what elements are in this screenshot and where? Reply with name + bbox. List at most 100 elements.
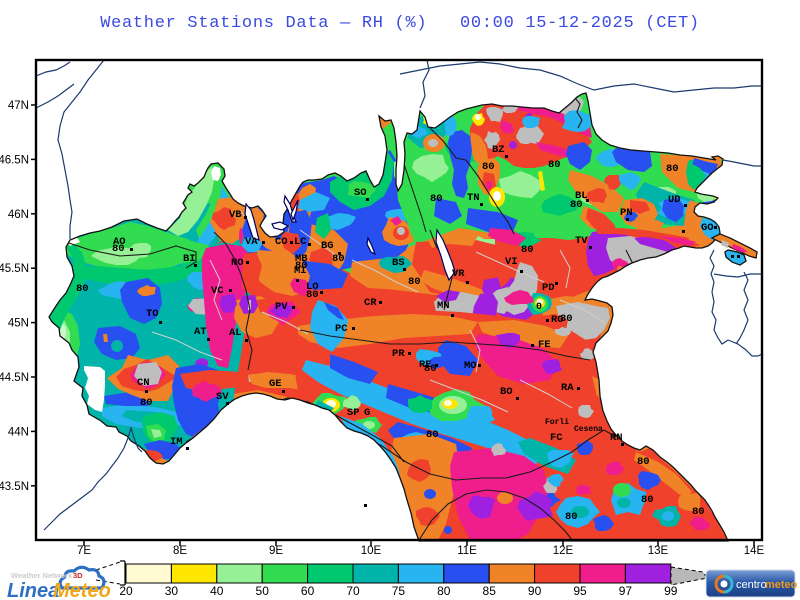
svg-text:80: 80: [295, 260, 308, 272]
svg-text:80: 80: [437, 584, 451, 598]
svg-text:14E: 14E: [744, 545, 765, 557]
svg-text:80: 80: [666, 163, 679, 175]
svg-text:VI: VI: [505, 256, 518, 268]
svg-text:RN: RN: [610, 432, 623, 444]
svg-text:Weather Stations Data — RH (%): Weather Stations Data — RH (%) 00:00 15-…: [100, 14, 700, 33]
svg-text:centro: centro: [736, 579, 767, 591]
svg-text:50: 50: [256, 584, 270, 598]
svg-text:Linea: Linea: [7, 580, 59, 600]
svg-text:BI: BI: [183, 253, 196, 265]
svg-text:PN: PN: [620, 207, 633, 219]
svg-text:80: 80: [430, 193, 443, 205]
svg-text:44N: 44N: [8, 426, 29, 438]
svg-text:45N: 45N: [8, 318, 29, 330]
svg-text:8E: 8E: [173, 545, 187, 557]
svg-text:BG: BG: [321, 240, 334, 252]
svg-text:RE: RE: [419, 359, 432, 371]
svg-text:NO: NO: [231, 257, 244, 269]
svg-text:80: 80: [565, 511, 578, 523]
svg-text:GE: GE: [269, 378, 282, 390]
svg-text:Forli: Forli: [545, 418, 569, 427]
svg-text:80: 80: [408, 276, 421, 288]
svg-text:80: 80: [692, 506, 705, 518]
svg-text:CN: CN: [137, 377, 150, 389]
svg-text:PV: PV: [275, 301, 288, 313]
svg-text:VR: VR: [452, 268, 465, 280]
svg-text:80: 80: [560, 313, 573, 325]
svg-text:FE: FE: [538, 339, 551, 351]
svg-text:80: 80: [76, 283, 89, 295]
svg-text:80: 80: [112, 243, 125, 255]
svg-text:7E: 7E: [77, 545, 91, 557]
svg-text:95: 95: [573, 584, 587, 598]
svg-text:VB: VB: [229, 209, 242, 221]
svg-text:11E: 11E: [457, 545, 477, 557]
svg-text:SP: SP: [347, 407, 360, 419]
svg-text:GO: GO: [701, 222, 714, 234]
svg-text:TV: TV: [575, 235, 588, 247]
svg-text:46N: 46N: [8, 209, 29, 221]
svg-text:3D: 3D: [73, 571, 83, 580]
svg-text:LO: LO: [306, 281, 319, 293]
svg-text:BS: BS: [392, 257, 405, 269]
svg-text:13E: 13E: [648, 545, 669, 557]
svg-text:80: 80: [482, 161, 495, 173]
svg-text:IM: IM: [170, 436, 183, 448]
svg-text:80: 80: [637, 456, 650, 468]
svg-text:97: 97: [619, 584, 633, 598]
svg-text:40: 40: [210, 584, 224, 598]
svg-text:UD: UD: [668, 194, 681, 206]
svg-text:SO: SO: [354, 187, 367, 199]
svg-text:BL: BL: [575, 190, 588, 202]
svg-text:TN: TN: [467, 192, 480, 204]
svg-text:80: 80: [570, 199, 583, 211]
svg-text:10E: 10E: [361, 545, 382, 557]
svg-text:BO: BO: [500, 386, 513, 398]
svg-text:90: 90: [528, 584, 542, 598]
svg-text:CO: CO: [275, 236, 288, 248]
svg-text:70: 70: [346, 584, 360, 598]
svg-text:RO: RO: [551, 314, 564, 326]
svg-text:80: 80: [641, 494, 654, 506]
svg-text:VA: VA: [245, 236, 258, 248]
svg-text:AL: AL: [229, 327, 242, 339]
svg-text:Meteo: Meteo: [53, 580, 111, 600]
svg-text:MN: MN: [437, 300, 450, 312]
svg-text:MB: MB: [295, 253, 308, 265]
svg-text:Weather Network: Weather Network: [11, 571, 73, 580]
svg-text:FC: FC: [550, 432, 563, 444]
svg-text:80: 80: [140, 397, 153, 409]
svg-text:meteo: meteo: [765, 579, 798, 591]
svg-text:46.5N: 46.5N: [0, 154, 29, 166]
svg-text:AO: AO: [113, 236, 126, 248]
svg-text:0: 0: [536, 302, 542, 313]
svg-text:RA: RA: [561, 382, 574, 394]
svg-text:9E: 9E: [269, 545, 283, 557]
svg-text:MO: MO: [464, 360, 477, 372]
svg-text:PD: PD: [542, 282, 555, 294]
svg-text:75: 75: [392, 584, 406, 598]
svg-text:80: 80: [424, 363, 437, 375]
svg-text:PC: PC: [335, 323, 348, 335]
svg-text:CR: CR: [364, 297, 377, 309]
svg-text:AT: AT: [194, 326, 207, 338]
svg-text:SV: SV: [216, 391, 229, 403]
svg-text:99: 99: [664, 584, 678, 598]
svg-text:Cesena: Cesena: [574, 425, 603, 434]
svg-text:PR: PR: [392, 348, 405, 360]
svg-text:43.5N: 43.5N: [0, 481, 29, 493]
svg-text:60: 60: [301, 584, 315, 598]
svg-text:30: 30: [165, 584, 179, 598]
svg-text:80: 80: [426, 429, 439, 441]
svg-text:80: 80: [332, 253, 345, 265]
svg-text:45.5N: 45.5N: [0, 263, 29, 275]
svg-text:80: 80: [521, 244, 534, 256]
svg-text:LC: LC: [294, 236, 307, 248]
svg-text:VC: VC: [211, 285, 224, 297]
svg-text:47N: 47N: [8, 100, 29, 112]
svg-text:80: 80: [548, 159, 561, 171]
svg-text:BZ: BZ: [492, 144, 505, 156]
svg-text:85: 85: [483, 584, 497, 598]
svg-text:MI: MI: [294, 265, 307, 277]
svg-text:20: 20: [119, 584, 133, 598]
